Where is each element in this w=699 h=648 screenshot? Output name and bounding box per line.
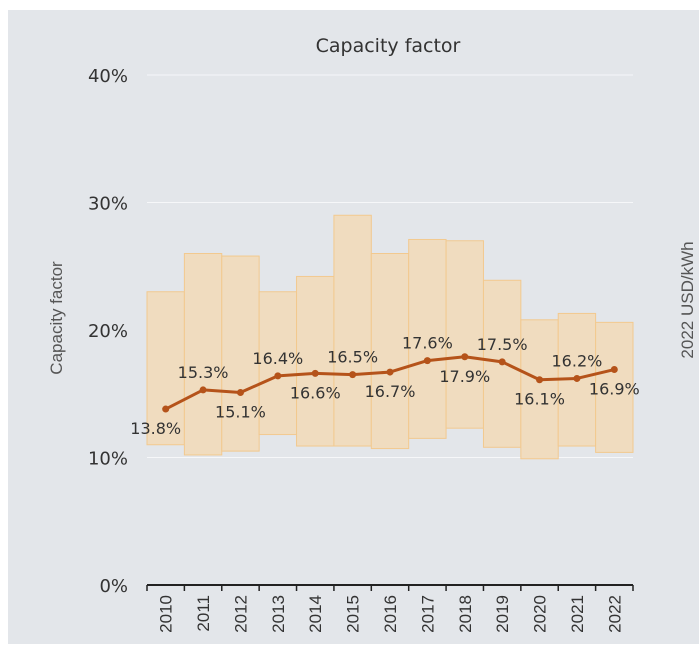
data-label-2010: 13.8%	[130, 419, 181, 438]
range-band-2012	[221, 255, 260, 452]
data-label-2019: 17.5%	[477, 335, 528, 354]
data-point-2013	[274, 372, 282, 380]
data-point-2018	[461, 353, 469, 361]
y-axis-title: Capacity factor	[47, 261, 66, 375]
x-tick-label-2016: 2016	[381, 595, 400, 633]
range-band-2011	[183, 253, 223, 456]
x-tick-label-2020: 2020	[531, 595, 550, 633]
data-label-2014: 16.6%	[290, 383, 341, 402]
data-label-2011: 15.3%	[178, 363, 229, 382]
range-band-2022	[595, 321, 634, 453]
x-tick-label-2014: 2014	[306, 595, 325, 633]
data-label-2015: 16.5%	[327, 348, 378, 367]
x-tick-label-2017: 2017	[418, 595, 437, 633]
axes: 0% 10% 20% 30% 40% 2010 2011 2012 2013 2014 2015 20…	[88, 66, 634, 633]
x-tick-label-2019: 2019	[493, 595, 512, 633]
y-tick-label-0: 0%	[99, 576, 128, 597]
x-tick-label-2021: 2021	[568, 595, 587, 633]
data-label-2017: 17.6%	[402, 334, 453, 353]
data-point-2010	[162, 405, 170, 413]
data-label-2022: 16.9%	[589, 380, 640, 399]
data-point-2017	[423, 357, 431, 365]
x-tick-label-2012: 2012	[231, 595, 250, 633]
range-band-2020	[520, 319, 559, 460]
x-tick-label-2013: 2013	[269, 595, 288, 633]
data-label-2021: 16.2%	[552, 351, 603, 370]
series-line	[162, 353, 618, 413]
data-point-2011	[199, 386, 207, 394]
data-point-2012	[236, 388, 244, 396]
x-tick-label-2015: 2015	[344, 595, 363, 633]
data-point-2016	[386, 368, 394, 376]
x-tick-label-2018: 2018	[456, 595, 475, 633]
data-label-2020: 16.1%	[514, 390, 565, 409]
data-label-2018: 17.9%	[439, 367, 490, 386]
x-tick-label-2011: 2011	[194, 595, 213, 632]
range-band-2014	[296, 275, 335, 447]
data-label-2016: 16.7%	[365, 382, 416, 401]
data-point-2021	[573, 374, 581, 382]
y-tick-label-40: 40%	[88, 66, 128, 87]
y-tick-label-30: 30%	[88, 194, 128, 215]
range-bands	[146, 214, 634, 460]
data-point-2015	[349, 371, 357, 379]
data-label-2012: 15.1%	[215, 402, 266, 421]
data-point-2019	[498, 358, 506, 366]
data-point-2022	[610, 366, 618, 374]
range-band-2013	[258, 291, 298, 436]
data-point-2020	[536, 376, 544, 384]
range-band-2010	[146, 291, 185, 446]
data-label-2013: 16.4%	[252, 349, 303, 368]
x-tick-label-2010: 2010	[157, 595, 176, 633]
y-tick-label-10: 10%	[88, 449, 128, 470]
secondary-y-axis-title: 2022 USD/kWh	[678, 241, 697, 358]
data-labels: 13.8% 15.3% 15.1% 16.4% 16.6% 16.5% 16.7% 17.6%…	[130, 334, 639, 438]
range-band-2015	[333, 214, 372, 447]
chart-title: Capacity factor	[316, 35, 461, 57]
range-band-2018	[445, 240, 484, 429]
data-point-2014	[311, 369, 319, 377]
y-tick-label-20: 20%	[88, 321, 128, 342]
x-tick-label-2022: 2022	[605, 595, 624, 633]
